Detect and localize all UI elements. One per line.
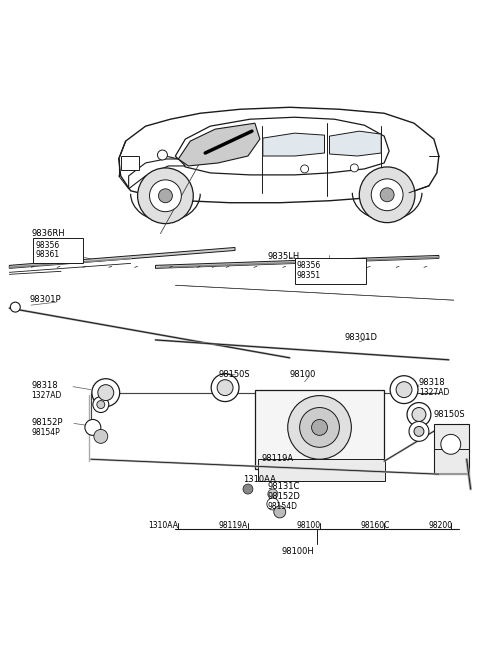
Text: 98152P: 98152P	[31, 419, 63, 428]
Polygon shape	[179, 123, 260, 166]
Text: 9835LH: 9835LH	[268, 253, 300, 262]
Circle shape	[390, 376, 418, 403]
Text: 98318: 98318	[419, 378, 445, 386]
Text: 98150S: 98150S	[434, 409, 466, 419]
Circle shape	[288, 396, 351, 459]
Circle shape	[94, 430, 108, 443]
Text: 98301D: 98301D	[344, 333, 377, 342]
Text: 98160C: 98160C	[360, 521, 390, 530]
Circle shape	[157, 150, 168, 160]
Text: 98119A: 98119A	[218, 521, 247, 530]
Circle shape	[158, 189, 172, 203]
Text: 98356: 98356	[35, 241, 60, 249]
Circle shape	[407, 403, 431, 426]
Circle shape	[360, 167, 415, 222]
Circle shape	[350, 164, 358, 172]
Circle shape	[268, 489, 278, 499]
Text: 98152D: 98152D	[268, 492, 300, 501]
Text: 98154P: 98154P	[31, 428, 60, 438]
Circle shape	[211, 374, 239, 401]
Bar	[255, 390, 384, 469]
Text: 9836RH: 9836RH	[31, 228, 65, 237]
Text: 1327AD: 1327AD	[419, 388, 449, 397]
Text: 98150S: 98150S	[218, 370, 250, 379]
Text: 98356: 98356	[297, 261, 321, 270]
Circle shape	[380, 188, 394, 202]
Polygon shape	[119, 108, 439, 203]
Circle shape	[92, 379, 120, 407]
Bar	[33, 237, 83, 263]
Text: 98318: 98318	[31, 380, 58, 390]
Text: 98301P: 98301P	[29, 295, 61, 304]
Circle shape	[11, 302, 20, 312]
Circle shape	[93, 397, 109, 413]
Circle shape	[441, 434, 461, 454]
Text: 98100H: 98100H	[282, 546, 314, 556]
Bar	[295, 258, 366, 284]
Text: 98119A: 98119A	[262, 454, 294, 463]
Circle shape	[371, 179, 403, 211]
Circle shape	[274, 506, 286, 518]
Polygon shape	[175, 117, 389, 175]
Text: 1310AA: 1310AA	[148, 521, 179, 530]
Circle shape	[409, 421, 429, 441]
Circle shape	[243, 484, 253, 494]
Circle shape	[300, 407, 339, 447]
Text: 1310AA: 1310AA	[243, 475, 276, 484]
Circle shape	[267, 498, 279, 510]
Polygon shape	[329, 131, 381, 156]
Polygon shape	[9, 247, 235, 268]
Text: 98100: 98100	[290, 370, 316, 379]
Bar	[258, 459, 385, 481]
Circle shape	[300, 165, 309, 173]
Circle shape	[414, 426, 424, 436]
Bar	[434, 424, 468, 474]
Circle shape	[217, 380, 233, 396]
Circle shape	[312, 419, 327, 436]
Text: 98351: 98351	[297, 272, 321, 280]
Circle shape	[412, 407, 426, 421]
Polygon shape	[263, 133, 324, 156]
Text: 1327AD: 1327AD	[31, 390, 61, 400]
Text: 98200: 98200	[429, 521, 453, 530]
Text: 98361: 98361	[35, 251, 60, 260]
Text: 98131C: 98131C	[268, 482, 300, 491]
Circle shape	[396, 382, 412, 398]
Polygon shape	[129, 159, 185, 189]
Bar	[120, 156, 139, 170]
Text: 98100: 98100	[297, 521, 321, 530]
Circle shape	[85, 419, 101, 436]
Circle shape	[98, 384, 114, 401]
Circle shape	[97, 401, 105, 409]
Text: 98154D: 98154D	[268, 502, 298, 511]
Circle shape	[138, 168, 193, 224]
Circle shape	[150, 180, 181, 212]
Polygon shape	[156, 255, 439, 268]
